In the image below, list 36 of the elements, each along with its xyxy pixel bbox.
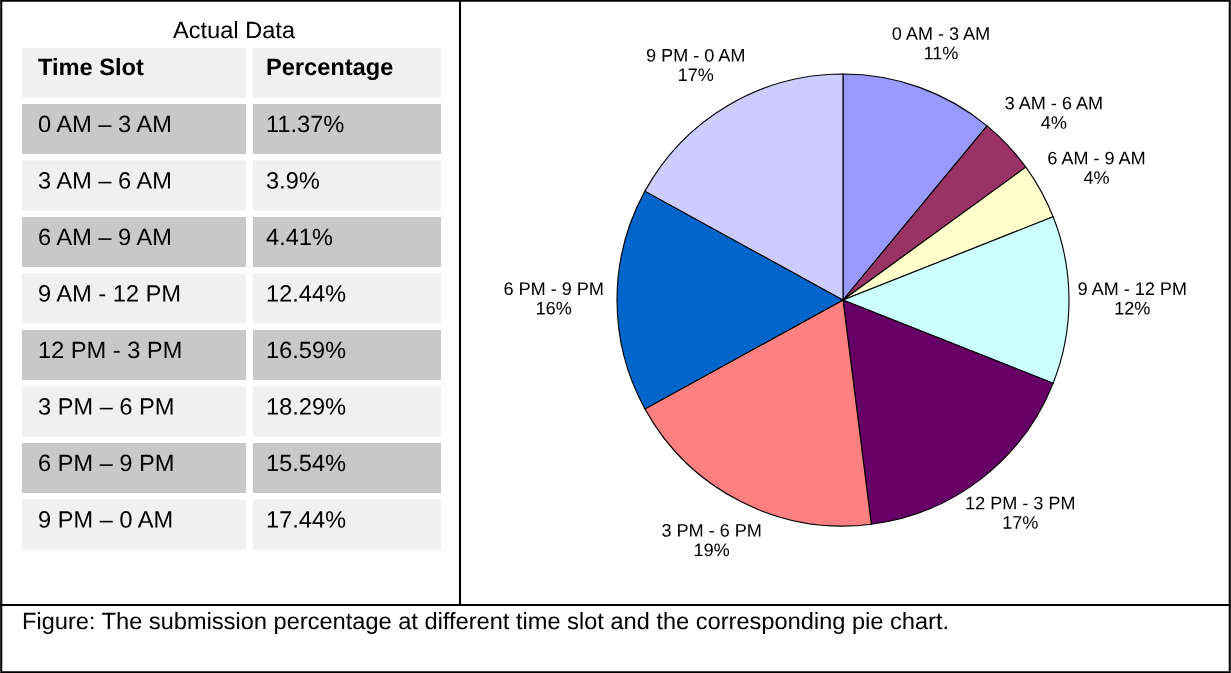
text: 11.37% bbox=[267, 115, 344, 133]
category-label: 12 PM - 3 PM bbox=[39, 341, 181, 359]
category-label: 3 PM – 6 PM bbox=[38, 398, 173, 415]
data-label: 16% bbox=[537, 301, 572, 315]
text: 16.59% bbox=[267, 341, 346, 359]
category-label: 3 AM – 6 AM bbox=[38, 172, 170, 189]
data-label: 17% bbox=[679, 68, 714, 82]
slice-label: 0 AM - 3 AM bbox=[892, 27, 989, 40]
slice-label: 6 AM - 9 AM bbox=[1048, 151, 1145, 165]
slice-label: 9 PM - 0 AM bbox=[646, 48, 744, 62]
category-label: 0 AM – 3 AM bbox=[38, 115, 170, 133]
slice-label: 12 PM - 3 PM bbox=[966, 496, 1075, 510]
text: 17.44% bbox=[267, 511, 346, 528]
text: Percentage bbox=[267, 58, 393, 80]
data-label: 4% bbox=[1041, 116, 1067, 129]
data-label: 17% bbox=[1003, 516, 1038, 529]
data-label: 4% bbox=[1083, 171, 1109, 184]
slice-label: 6 PM - 9 PM bbox=[504, 282, 603, 296]
data-label: 11% bbox=[924, 46, 958, 60]
category-label: 6 PM – 9 PM bbox=[39, 454, 173, 472]
category-label: 6 AM – 9 AM bbox=[39, 228, 170, 246]
category-label: 9 PM – 0 AM bbox=[39, 511, 172, 528]
slice-label: 9 AM - 12 PM bbox=[1078, 282, 1186, 296]
text: 12.44% bbox=[267, 285, 346, 302]
text: 4.41% bbox=[266, 228, 333, 246]
category-label: 9 AM - 12 PM bbox=[39, 285, 180, 302]
text: Actual Data bbox=[173, 21, 296, 39]
text: 15.54% bbox=[267, 454, 346, 472]
text: 18.29% bbox=[267, 398, 346, 415]
text: Time Slot bbox=[38, 58, 144, 76]
data-label: 19% bbox=[694, 543, 730, 557]
data-label: 12% bbox=[1115, 301, 1150, 315]
slice-label: 3 PM - 6 PM bbox=[662, 523, 761, 537]
text: Figure: The submission percentage at different time slot and the corresponding pie chart. bbox=[23, 612, 947, 635]
text: 3.9% bbox=[266, 172, 319, 189]
slice-label: 3 AM - 6 AM bbox=[1005, 96, 1102, 110]
